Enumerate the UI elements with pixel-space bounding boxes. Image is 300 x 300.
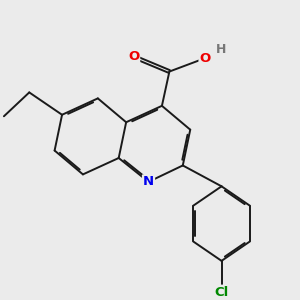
Text: O: O <box>200 52 211 64</box>
Text: H: H <box>215 43 226 56</box>
Text: O: O <box>128 50 139 63</box>
Text: N: N <box>143 176 154 188</box>
Text: Cl: Cl <box>214 286 229 299</box>
